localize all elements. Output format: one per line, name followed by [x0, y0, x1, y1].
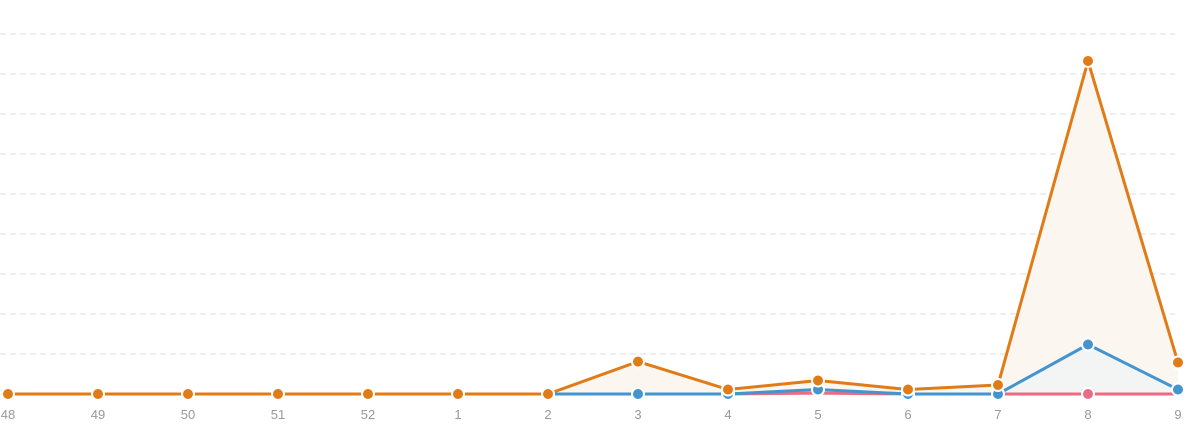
series-1-area: [8, 61, 1178, 394]
series-1-point: [1, 387, 15, 401]
series-areas: [8, 61, 1178, 394]
series-1-point: [181, 387, 195, 401]
x-tick-label: 48: [1, 407, 15, 422]
x-tick-label: 4: [724, 407, 731, 422]
series-1-point: [1171, 355, 1185, 370]
series-1-point: [991, 378, 1005, 392]
gridlines: [0, 33, 1180, 395]
series-1-point: [901, 382, 915, 397]
series-1-point: [451, 387, 465, 401]
series-2-line: [546, 343, 1180, 396]
series-lines: [6, 59, 1180, 396]
x-tick-label: 52: [361, 407, 375, 422]
x-tick-label: 50: [181, 407, 195, 422]
series-1-point: [631, 354, 645, 369]
series-2-point: [1171, 382, 1185, 397]
series-1-point: [1081, 54, 1095, 68]
series-1-point: [361, 387, 375, 401]
x-tick-label: 3: [634, 407, 641, 422]
series-2-point: [1081, 337, 1095, 352]
series-2-point: [631, 387, 645, 401]
x-tick-label: 51: [271, 407, 285, 422]
x-axis-ticks: 48 49 50 51 52 1 2 3 4 5 6 7 8 9: [1, 407, 1182, 422]
series-1-point: [721, 382, 735, 397]
x-tick-label: 1: [454, 407, 461, 422]
x-tick-label: 9: [1174, 407, 1181, 422]
x-tick-label: 7: [994, 407, 1001, 422]
series-points: [1, 54, 1185, 401]
x-tick-label: 49: [91, 407, 105, 422]
series-1-point: [271, 387, 285, 401]
series-1-line: [6, 59, 1180, 396]
series-1-point: [91, 387, 105, 401]
series-1-point: [811, 373, 825, 388]
series-1-point: [541, 387, 555, 401]
series-3-point: [1081, 387, 1095, 401]
x-tick-label: 8: [1084, 407, 1091, 422]
x-tick-label: 6: [904, 407, 911, 422]
x-tick-label: 2: [544, 407, 551, 422]
x-tick-label: 5: [814, 407, 821, 422]
